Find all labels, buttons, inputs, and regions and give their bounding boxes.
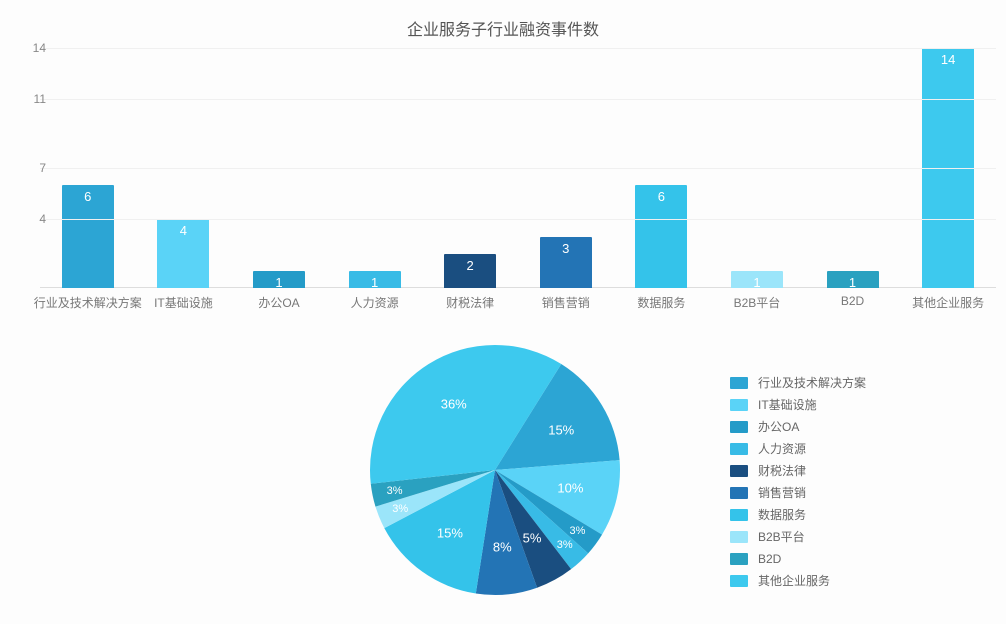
bar-value-label: 4	[180, 223, 187, 238]
legend-label: 行业及技术解决方案	[758, 374, 866, 392]
legend-label: 人力资源	[758, 440, 806, 458]
pie-slice-label: 3%	[557, 539, 573, 551]
bar: 1	[827, 271, 879, 288]
bar: 1	[349, 271, 401, 288]
bar: 6	[635, 185, 687, 288]
y-tick-label: 4	[16, 212, 46, 226]
pie-slice-label: 36%	[441, 397, 467, 412]
pie-slice-label: 15%	[437, 526, 463, 541]
bar: 1	[731, 271, 783, 288]
bar-value-label: 1	[275, 275, 282, 290]
bar: 4	[157, 219, 209, 288]
legend-swatch	[730, 465, 748, 477]
pie-svg	[365, 340, 625, 600]
legend-item: 销售营销	[730, 484, 866, 502]
bar-chart: 6行业及技术解决方案4IT基础设施1办公OA1人力资源2财税法律3销售营销6数据…	[10, 48, 996, 312]
legend-swatch	[730, 377, 748, 389]
y-tick-label: 11	[16, 92, 46, 106]
legend-item: 人力资源	[730, 440, 866, 458]
pie-slice-label: 3%	[387, 485, 403, 497]
legend-item: 其他企业服务	[730, 572, 866, 590]
y-gridline	[40, 48, 996, 49]
legend-swatch	[730, 575, 748, 587]
legend-swatch	[730, 399, 748, 411]
bar: 6	[62, 185, 114, 288]
legend-label: 数据服务	[758, 506, 806, 524]
legend-label: B2D	[758, 550, 781, 568]
legend-swatch	[730, 509, 748, 521]
legend-item: 数据服务	[730, 506, 866, 524]
legend-label: IT基础设施	[758, 396, 817, 414]
bar-value-label: 6	[84, 189, 91, 204]
bar-value-label: 3	[562, 241, 569, 256]
legend-item: 行业及技术解决方案	[730, 374, 866, 392]
legend-swatch	[730, 553, 748, 565]
pie-slice-label: 3%	[392, 503, 408, 515]
legend-label: B2B平台	[758, 528, 805, 546]
legend-item: B2B平台	[730, 528, 866, 546]
pie-slice-label: 3%	[569, 525, 585, 537]
bar-value-label: 14	[941, 52, 955, 67]
pie-chart: 15% 10% 3% 3% 5% 8% 15% 3% 3% 36%	[365, 340, 625, 600]
y-gridline	[40, 99, 996, 100]
pie-slice-label: 8%	[493, 540, 512, 555]
bar: 2	[444, 254, 496, 288]
bottom-row: 15% 10% 3% 3% 5% 8% 15% 3% 3% 36% 行业及技术解决方案 IT基础设施…	[0, 336, 1006, 616]
legend-item: 办公OA	[730, 418, 866, 436]
legend-label: 其他企业服务	[758, 572, 830, 590]
bar-value-label: 2	[467, 258, 474, 273]
legend: 行业及技术解决方案 IT基础设施办公OA 人力资源财税法律销售营销数据服务 B2B平台…	[730, 374, 866, 594]
legend-swatch	[730, 421, 748, 433]
bar-value-label: 1	[849, 275, 856, 290]
y-gridline	[40, 168, 996, 169]
y-tick-label: 7	[16, 161, 46, 175]
pie-slice-label: 10%	[557, 480, 583, 495]
legend-item: IT基础设施	[730, 396, 866, 414]
legend-swatch	[730, 487, 748, 499]
chart-title: 企业服务子行业融资事件数	[0, 0, 1006, 40]
pie-slice-label: 15%	[548, 422, 574, 437]
legend-swatch	[730, 443, 748, 455]
chart-container: 企业服务子行业融资事件数 6行业及技术解决方案4IT基础设施1办公OA1人力资源…	[0, 0, 1006, 624]
y-gridline	[40, 219, 996, 220]
bar-value-label: 1	[753, 275, 760, 290]
bar-value-label: 6	[658, 189, 665, 204]
legend-label: 销售营销	[758, 484, 806, 502]
legend-swatch	[730, 531, 748, 543]
x-category-label: 其他企业服务	[891, 294, 1006, 311]
bar: 3	[540, 237, 592, 288]
legend-item: 财税法律	[730, 462, 866, 480]
pie-slice-label: 5%	[523, 531, 542, 546]
y-tick-label: 14	[16, 41, 46, 55]
legend-item: B2D	[730, 550, 866, 568]
bar-value-label: 1	[371, 275, 378, 290]
legend-label: 财税法律	[758, 462, 806, 480]
bar: 1	[253, 271, 305, 288]
legend-label: 办公OA	[758, 418, 799, 436]
